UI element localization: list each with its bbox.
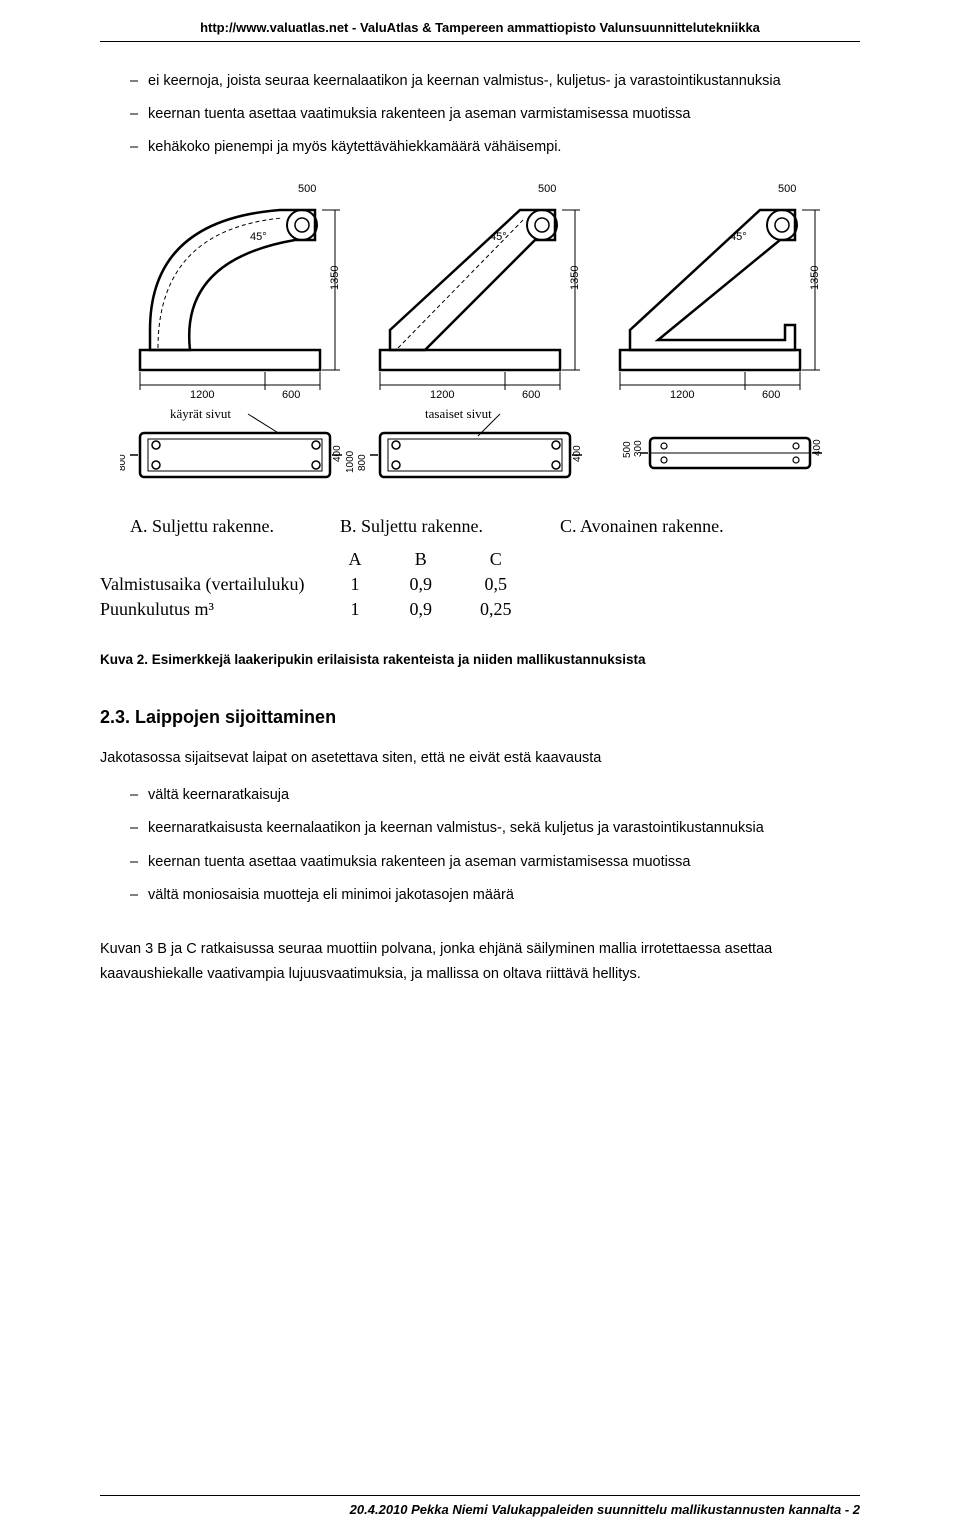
dim-text: 500: [538, 183, 556, 195]
variant-label: B. Suljettu rakenne.: [340, 516, 560, 537]
bullet-list-top: – ei keernoja, joista seuraa keernalaati…: [130, 70, 860, 160]
bullet-dash-icon: –: [130, 136, 148, 159]
page-header: http://www.valuatlas.net - ValuAtlas & T…: [100, 20, 860, 42]
dim-text: 800: [120, 453, 128, 470]
bullet-dash-icon: –: [130, 851, 148, 874]
bullet-text: keernan tuenta asettaa vaatimuksia raken…: [148, 103, 690, 126]
dim-text: 1200: [670, 389, 694, 401]
dim-text: 500: [778, 183, 796, 195]
section-number: 2.3.: [100, 707, 130, 727]
dim-text: 1000: [345, 450, 356, 473]
list-item: – vältä moniosaisia muotteja eli minimoi…: [130, 884, 860, 907]
bullet-text: ei keernoja, joista seuraa keernalaatiko…: [148, 70, 781, 93]
dim-text: 600: [282, 389, 300, 401]
table-cell: 1: [324, 572, 385, 597]
table-col-head: B: [385, 547, 456, 572]
bullet-dash-icon: –: [130, 784, 148, 807]
table-col-head: A: [324, 547, 385, 572]
side-note: käyrät sivut: [170, 406, 231, 421]
table-col-head: C: [456, 547, 536, 572]
figure-2: 1200 600 1350 500 45° 1000 800: [100, 180, 860, 537]
table-row: Puunkulutus m³ 1 0,9 0,25: [100, 597, 535, 622]
closing-paragraph: Kuvan 3 B ja C ratkaisussa seuraa muotti…: [100, 937, 860, 986]
bullet-dash-icon: –: [130, 70, 148, 93]
list-item: – keernan tuenta asettaa vaatimuksia rak…: [130, 103, 860, 126]
bullet-dash-icon: –: [130, 817, 148, 840]
variant-label: A. Suljettu rakenne.: [120, 516, 340, 537]
dim-text: 1200: [190, 389, 214, 401]
bullet-list-section: – vältä keernaratkaisuja – keernaratkais…: [130, 784, 860, 907]
table-row-label: Valmistusaika (vertailuluku): [100, 572, 324, 597]
table-cell: 0,9: [385, 572, 456, 597]
side-note: tasaiset sivut: [425, 406, 492, 421]
dim-text: 300: [633, 439, 644, 456]
section-heading: 2.3. Laippojen sijoittaminen: [100, 707, 860, 728]
table-cell: 0,25: [456, 597, 536, 622]
dim-text: 500: [622, 440, 633, 457]
list-item: – ei keernoja, joista seuraa keernalaati…: [130, 70, 860, 93]
bullet-dash-icon: –: [130, 884, 148, 907]
dim-text: 1200: [430, 389, 454, 401]
lead-paragraph: Jakotasossa sijaitsevat laipat on asetet…: [100, 746, 860, 771]
list-item: – vältä keernaratkaisuja: [130, 784, 860, 807]
table-cell: 0,5: [456, 572, 536, 597]
figure-caption: Kuva 2. Esimerkkejä laakeripukin erilais…: [100, 652, 860, 667]
table-row: Valmistusaika (vertailuluku) 1 0,9 0,5: [100, 572, 535, 597]
bullet-text: vältä keernaratkaisuja: [148, 784, 289, 807]
dim-text: 600: [522, 389, 540, 401]
dim-text: 1350: [569, 265, 581, 289]
list-item: – keernan tuenta asettaa vaatimuksia rak…: [130, 851, 860, 874]
dim-text: 600: [762, 389, 780, 401]
figure-svg: 1200 600 1350 500 45° 1000 800: [120, 180, 840, 510]
bullet-text: vältä moniosaisia muotteja eli minimoi j…: [148, 884, 514, 907]
dim-text: 400: [812, 438, 823, 455]
table-cell: 1: [324, 597, 385, 622]
bullet-dash-icon: –: [130, 103, 148, 126]
list-item: – keernaratkaisusta keernalaatikon ja ke…: [130, 817, 860, 840]
page-content: – ei keernoja, joista seuraa keernalaati…: [100, 0, 860, 986]
table-cell: 0,9: [385, 597, 456, 622]
dim-text: 400: [332, 444, 343, 461]
dim-text: 45°: [250, 231, 267, 243]
variant-label: C. Avonainen rakenne.: [560, 516, 840, 537]
list-item: – kehäkoko pienempi ja myös käytettävähi…: [130, 136, 860, 159]
section-title: Laippojen sijoittaminen: [135, 707, 336, 727]
comparison-table: A B C Valmistusaika (vertailuluku) 1 0,9…: [100, 547, 860, 622]
dim-text: 800: [357, 453, 368, 470]
page-footer: 20.4.2010 Pekka Niemi Valukappaleiden su…: [100, 1495, 860, 1517]
dim-text: 500: [298, 183, 316, 195]
table-row-label: Puunkulutus m³: [100, 597, 324, 622]
dim-text: 1350: [809, 265, 821, 289]
dim-text: 45°: [730, 231, 747, 243]
bullet-text: kehäkoko pienempi ja myös käytettävähiek…: [148, 136, 561, 159]
dim-text: 400: [572, 444, 583, 461]
bullet-text: keernaratkaisusta keernalaatikon ja keer…: [148, 817, 764, 840]
dim-text: 1350: [329, 265, 341, 289]
dim-text: 45°: [490, 231, 507, 243]
bullet-text: keernan tuenta asettaa vaatimuksia raken…: [148, 851, 690, 874]
